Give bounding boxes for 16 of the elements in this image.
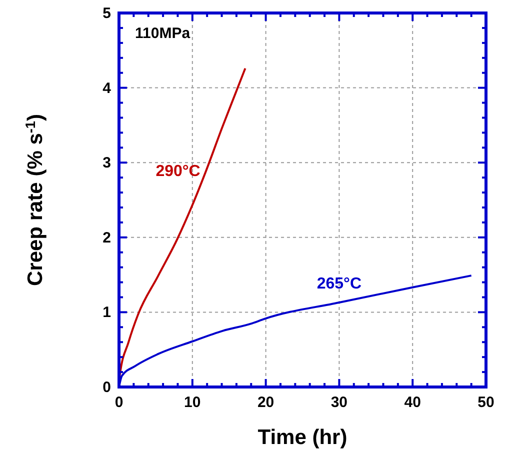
x-tick-label: 50	[478, 394, 494, 411]
y-tick-label: 2	[102, 229, 111, 246]
annotation: 110MPa	[135, 25, 191, 42]
x-tick-label: 0	[114, 394, 124, 411]
series-label: 290°C	[156, 163, 201, 180]
x-tick-label: 10	[184, 394, 201, 411]
x-tick-label: 40	[404, 394, 421, 411]
y-tick-label: 1	[102, 304, 111, 322]
y-tick-label: 4	[102, 80, 112, 97]
x-tick-label: 20	[257, 394, 274, 411]
x-axis-title: Time (hr)	[258, 426, 348, 449]
series-label: 265°C	[316, 275, 362, 292]
x-tick-label: 30	[330, 394, 348, 411]
y-tick-label: 3	[102, 154, 111, 172]
y-tick-label: 0	[102, 379, 111, 396]
y-tick-label: 5	[102, 5, 111, 22]
